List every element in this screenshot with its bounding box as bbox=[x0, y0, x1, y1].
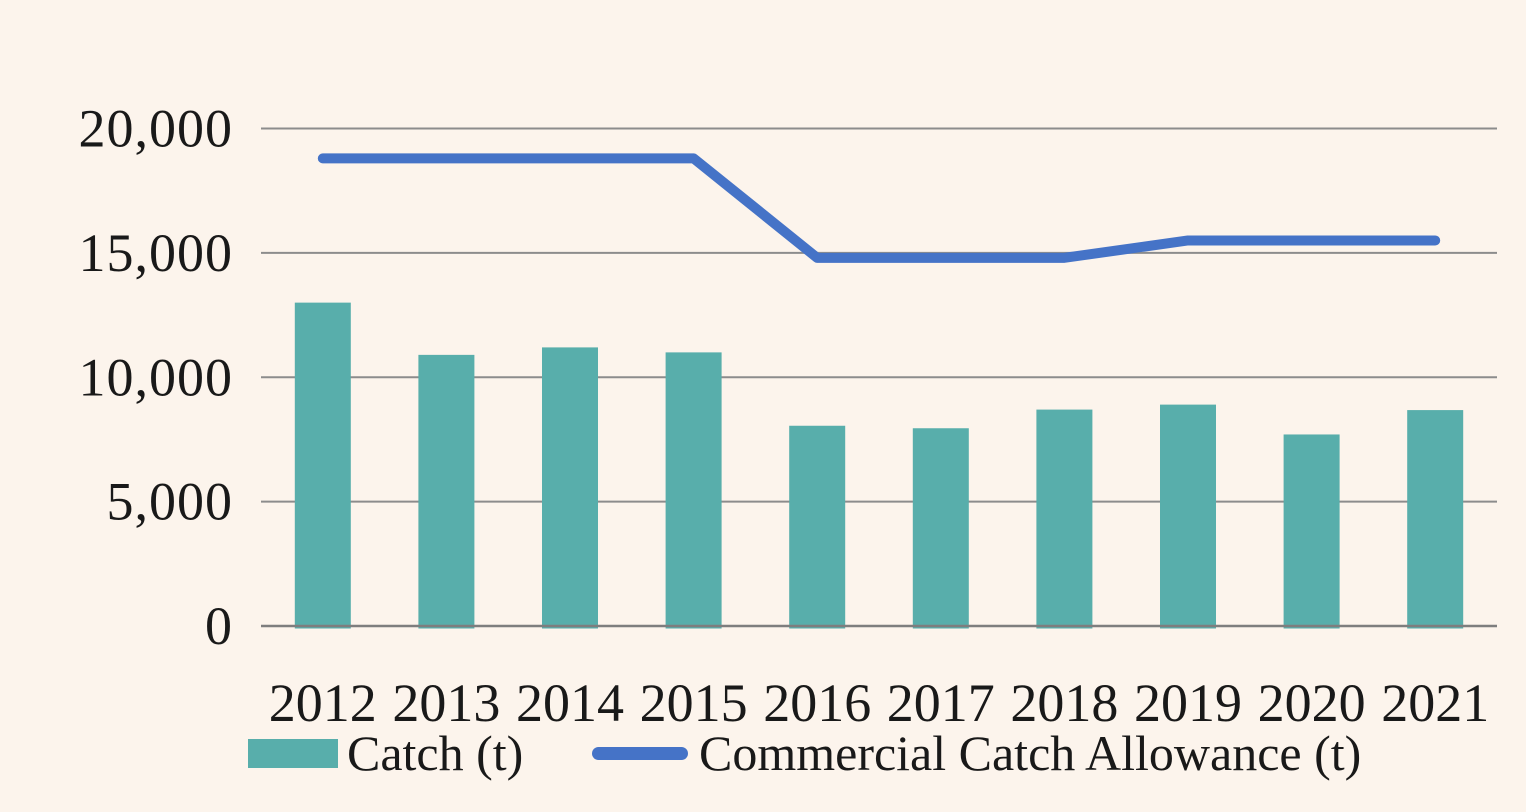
bar-2014 bbox=[542, 347, 598, 629]
x-label-2012: 2012 bbox=[269, 673, 377, 733]
y-tick-label: 5,000 bbox=[107, 472, 234, 532]
y-tick-label: 10,000 bbox=[79, 347, 234, 407]
bar-2012 bbox=[294, 302, 351, 629]
y-tick-label: 0 bbox=[205, 596, 233, 656]
x-label-2017: 2017 bbox=[887, 673, 995, 733]
x-label-2016: 2016 bbox=[763, 673, 871, 733]
legend-bar-label: Catch (t) bbox=[347, 725, 524, 781]
y-tick-label: 15,000 bbox=[79, 223, 234, 283]
bar-2015 bbox=[665, 352, 722, 629]
y-tick-label: 20,000 bbox=[79, 99, 234, 159]
x-label-2020: 2020 bbox=[1258, 673, 1366, 733]
x-label-2013: 2013 bbox=[392, 673, 500, 733]
legend-bar-swatch bbox=[248, 739, 338, 768]
x-label-2021: 2021 bbox=[1381, 673, 1489, 733]
x-label-2015: 2015 bbox=[640, 673, 748, 733]
x-label-2018: 2018 bbox=[1010, 673, 1118, 733]
bar-2013 bbox=[418, 354, 475, 629]
bar-2016 bbox=[789, 425, 846, 629]
chart-legend: Catch (t) Commercial Catch Allowance (t) bbox=[0, 727, 1526, 787]
bar-2020 bbox=[1283, 434, 1340, 629]
legend-line-label: Commercial Catch Allowance (t) bbox=[699, 725, 1362, 781]
bar-2021 bbox=[1407, 410, 1464, 629]
allowance-line bbox=[317, 153, 1441, 263]
legend-line-swatch bbox=[592, 747, 688, 760]
bar-2017 bbox=[912, 428, 969, 629]
bar-2018 bbox=[1036, 409, 1093, 629]
x-label-2014: 2014 bbox=[516, 673, 624, 733]
x-label-2019: 2019 bbox=[1134, 673, 1242, 733]
bar-2019 bbox=[1160, 404, 1216, 629]
